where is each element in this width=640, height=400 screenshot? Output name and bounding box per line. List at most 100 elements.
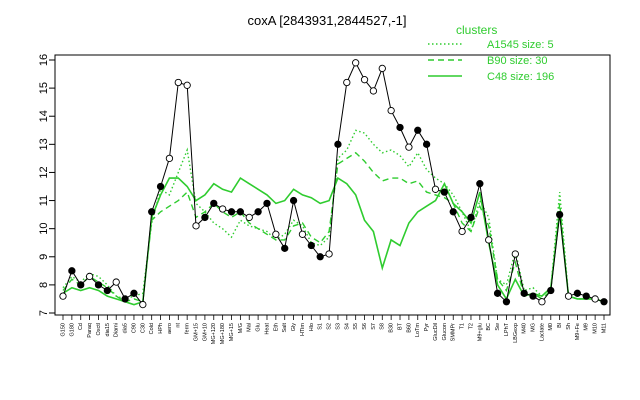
data-point xyxy=(281,244,289,252)
data-point xyxy=(573,289,582,297)
data-point xyxy=(298,230,307,238)
data-point xyxy=(529,292,537,300)
y-tick-label: 16 xyxy=(38,54,50,66)
x-tick-label: GM+15 xyxy=(193,323,199,341)
data-point xyxy=(396,123,404,132)
y-tick-label: 8 xyxy=(38,282,50,288)
series-line-coxa xyxy=(62,61,605,306)
x-tick-label: M9+glu xyxy=(477,323,483,341)
legend: clusters A1545 size: 5 B90 size: 30 C48 si… xyxy=(428,23,554,83)
y-tick-label: 11 xyxy=(38,195,50,206)
x-tick-label: M9 xyxy=(584,323,590,331)
data-point xyxy=(538,298,546,306)
x-tick-label: ferm xyxy=(185,323,191,334)
x-tick-label: Pyr xyxy=(424,323,430,331)
x-tick-label: S8 xyxy=(380,323,386,330)
data-point xyxy=(307,241,315,250)
x-tick-label: M40 xyxy=(522,323,528,334)
data-point xyxy=(511,250,519,258)
x-tick-label: S6 xyxy=(362,323,368,330)
data-point xyxy=(564,292,573,300)
data-point xyxy=(165,154,174,163)
x-tick-label: S5 xyxy=(353,323,359,330)
series-line-1 xyxy=(62,151,605,303)
data-point xyxy=(352,59,360,67)
x-tick-label: Lactate xyxy=(539,323,545,341)
data-point xyxy=(174,78,182,87)
chart-title: coxA [2843931,2844527,-1] xyxy=(247,13,406,28)
x-tick-label: aero xyxy=(167,323,173,334)
x-tick-label: Salt xyxy=(282,323,288,333)
x-tick-label: BT xyxy=(397,322,403,330)
data-point xyxy=(422,140,431,148)
x-tick-label: G150 xyxy=(60,323,66,336)
x-tick-label: SMMPr xyxy=(451,323,457,342)
x-tick-label: GM+10 xyxy=(202,323,208,341)
data-point xyxy=(121,295,129,303)
x-tick-label: M/G xyxy=(238,323,244,333)
series-line-0 xyxy=(62,129,605,303)
x-tick-label: MG xyxy=(531,323,537,332)
y-tick-label: 10 xyxy=(38,223,50,235)
data-point xyxy=(156,182,165,191)
y-tick-label: 13 xyxy=(38,138,50,150)
data-point xyxy=(476,180,484,188)
data-point xyxy=(502,298,511,306)
x-tick-label: nt xyxy=(176,323,182,328)
y-tick-label: 15 xyxy=(38,82,50,94)
x-tick-label: G180 xyxy=(69,323,75,336)
data-point xyxy=(103,286,111,295)
x-tick-label: M0 xyxy=(548,323,554,331)
legend-label: C48 size: 196 xyxy=(487,71,554,83)
data-point xyxy=(263,199,271,208)
data-point xyxy=(201,213,209,222)
data-point xyxy=(236,208,245,216)
x-tick-label: M10 xyxy=(593,323,599,334)
x-tick-label: Oxctl xyxy=(96,323,102,336)
data-point xyxy=(183,81,191,89)
y-axis: 7 8 9 10 11 12 13 14 15 16 xyxy=(38,54,55,316)
x-tick-label: Paraq xyxy=(87,323,93,338)
data-point xyxy=(68,267,76,275)
data-point xyxy=(414,126,422,134)
x-tick-label: GlucDil xyxy=(433,323,439,341)
data-point xyxy=(458,227,466,236)
data-point xyxy=(245,213,253,222)
x-tick-label: S1 xyxy=(318,323,324,330)
data-point xyxy=(112,278,120,286)
x-tick-label: dia5 xyxy=(123,323,129,333)
x-tick-label: Gly xyxy=(291,323,297,332)
x-tick-label: Hlo xyxy=(309,323,315,331)
x-tick-label: M11 xyxy=(601,323,607,333)
data-point xyxy=(547,286,555,295)
data-point xyxy=(139,300,147,309)
x-tick-label: Sw xyxy=(495,323,501,331)
data-point xyxy=(254,208,262,216)
y-tick-label: 14 xyxy=(38,110,50,122)
data-point xyxy=(485,236,493,244)
x-tick-label: B60 xyxy=(406,323,412,333)
data-point xyxy=(130,289,138,297)
data-point xyxy=(77,281,85,289)
data-points xyxy=(59,59,608,309)
x-tick-label: C30 xyxy=(140,323,146,333)
data-point xyxy=(85,272,94,281)
x-tick-label: B30 xyxy=(389,323,395,333)
x-tick-label: HTim xyxy=(300,323,306,336)
data-point xyxy=(148,208,156,216)
data-point xyxy=(467,213,475,222)
data-point xyxy=(272,230,280,238)
series-lines xyxy=(62,61,605,306)
x-tick-label: S4 xyxy=(344,323,350,330)
x-tick-label: dia15 xyxy=(105,323,111,336)
x-tick-label: S2 xyxy=(327,323,333,330)
data-point xyxy=(600,298,608,306)
x-tick-label: Mal xyxy=(247,323,253,332)
data-point xyxy=(192,222,200,230)
x-tick-label: HPh xyxy=(158,323,164,334)
legend-label: B90 size: 30 xyxy=(487,55,548,67)
data-point xyxy=(431,185,440,193)
x-tick-label: MG+15 xyxy=(229,323,235,341)
y-tick-label: 9 xyxy=(38,254,50,260)
